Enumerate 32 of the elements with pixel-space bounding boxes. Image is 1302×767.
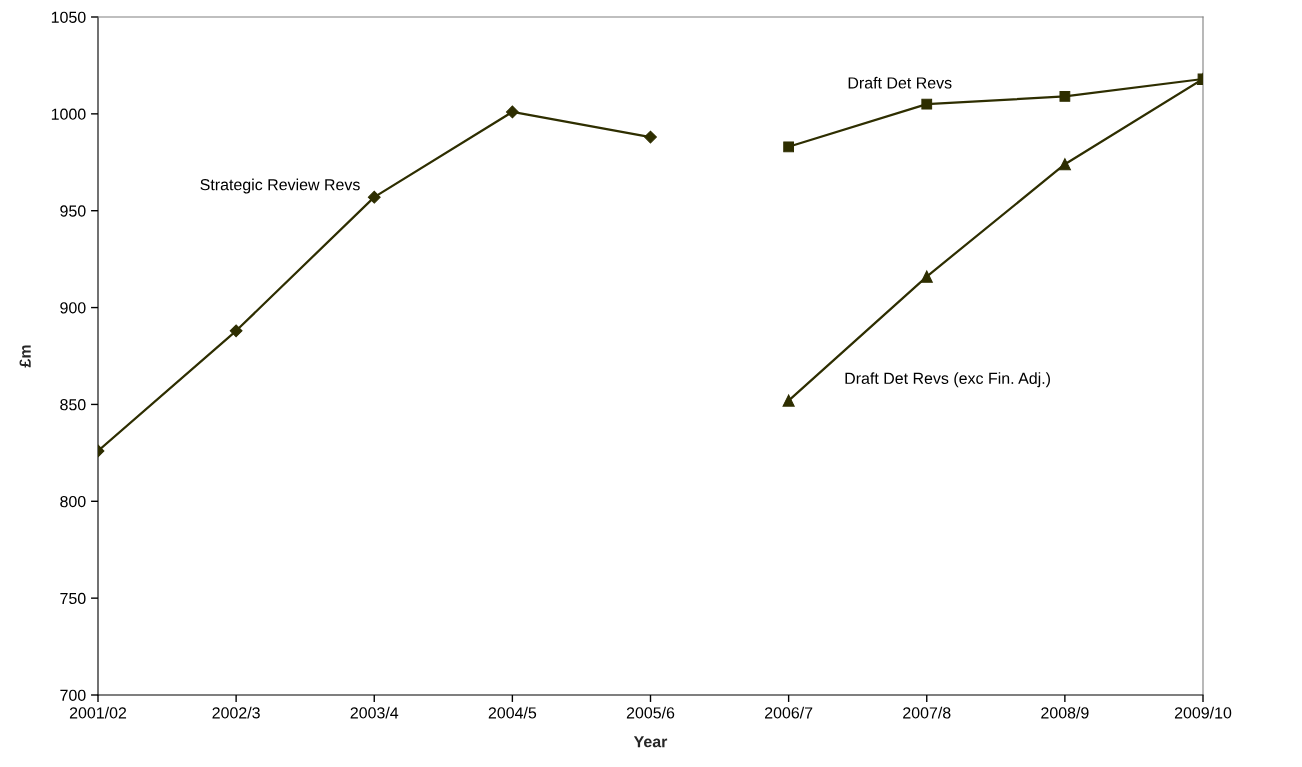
series-label: Draft Det Revs (exc Fin. Adj.) xyxy=(845,372,1050,388)
y-tick-label: 700 xyxy=(60,689,86,701)
point xyxy=(782,394,795,407)
x-tick-label: 2006/7 xyxy=(765,706,813,719)
point xyxy=(505,105,519,119)
x-tick-label: 2009/10 xyxy=(1174,706,1232,719)
point xyxy=(229,324,243,338)
x-tick-label: 2008/9 xyxy=(1041,706,1089,719)
y-tick-label: 900 xyxy=(60,302,86,314)
y-tick-label: 850 xyxy=(60,399,86,411)
y-tick-label: 1000 xyxy=(51,108,86,120)
x-tick-label: 2005/6 xyxy=(626,706,675,719)
x-tick-label: 2003/4 xyxy=(350,706,399,719)
y-tick-label: 800 xyxy=(60,495,86,508)
x-tick-label: 2007/8 xyxy=(903,706,951,719)
x-axis-title: Year xyxy=(633,736,668,748)
point xyxy=(644,130,657,144)
series-label: Strategic Review Revs xyxy=(200,178,360,194)
point xyxy=(921,98,933,110)
point xyxy=(1059,91,1071,102)
series-label: Draft Det Revs xyxy=(848,76,952,89)
y-tick-label: 950 xyxy=(60,205,86,217)
x-tick-label: 2004/5 xyxy=(488,706,537,719)
point xyxy=(367,190,381,204)
y-axis-title: £m xyxy=(19,345,31,368)
point xyxy=(783,141,795,153)
y-tick-label: 750 xyxy=(60,592,86,605)
y-tick-label: 1050 xyxy=(51,11,86,23)
x-tick-label: 2001/02 xyxy=(69,706,127,719)
x-tick-label: 2002/3 xyxy=(212,706,260,719)
point xyxy=(920,270,933,283)
point xyxy=(1058,158,1071,171)
